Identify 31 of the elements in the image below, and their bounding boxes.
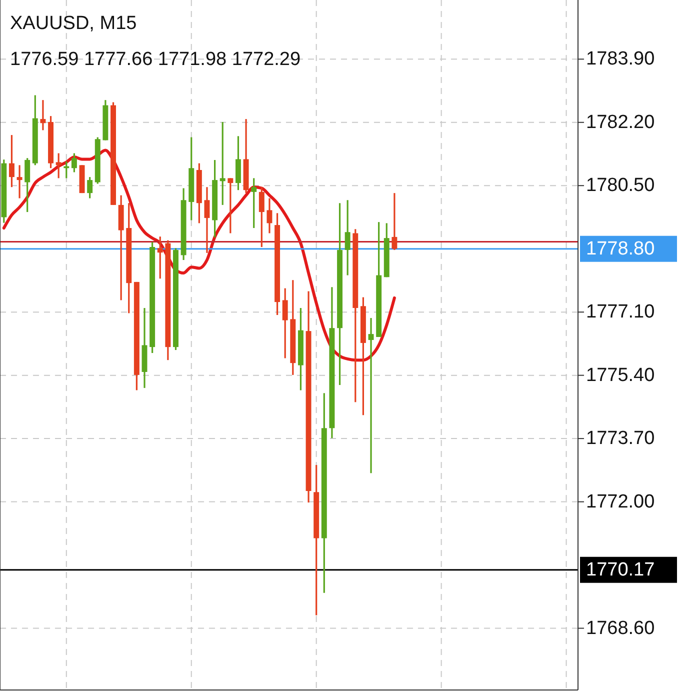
candlestick xyxy=(40,99,46,131)
candlestick xyxy=(8,134,14,188)
text: XAUUSD, M15 xyxy=(10,13,137,34)
candlestick xyxy=(71,152,77,174)
text: 1775.40 xyxy=(586,364,655,386)
candlestick xyxy=(220,121,226,206)
text: 1782.20 xyxy=(586,112,655,133)
text: 1768.60 xyxy=(586,618,655,639)
text: 1783.90 xyxy=(586,48,655,70)
candlestick xyxy=(251,177,257,229)
text: 1772.00 xyxy=(586,491,655,512)
candlestick xyxy=(16,164,22,200)
text: 1776.59 1777.66 1771.98 1772.29 xyxy=(10,49,301,70)
ref-line-label: 1770.17 xyxy=(586,559,655,580)
ref-line-label: 1778.80 xyxy=(586,238,655,260)
candlestick xyxy=(56,152,62,179)
candlestick xyxy=(344,199,350,276)
candlestick xyxy=(235,135,241,191)
candlestick xyxy=(266,197,272,234)
candlestick xyxy=(368,317,374,474)
text: 1777.10 xyxy=(586,302,655,323)
candlestick xyxy=(157,236,163,280)
candlestick xyxy=(282,287,288,360)
text: 1773.70 xyxy=(586,428,655,450)
text: 1780.50 xyxy=(586,175,655,196)
candlestick xyxy=(87,176,93,200)
candlestick xyxy=(204,186,210,254)
candlestick xyxy=(24,157,30,213)
candlestick xyxy=(392,192,398,251)
candlestick xyxy=(258,186,264,248)
candlestick xyxy=(228,177,234,234)
